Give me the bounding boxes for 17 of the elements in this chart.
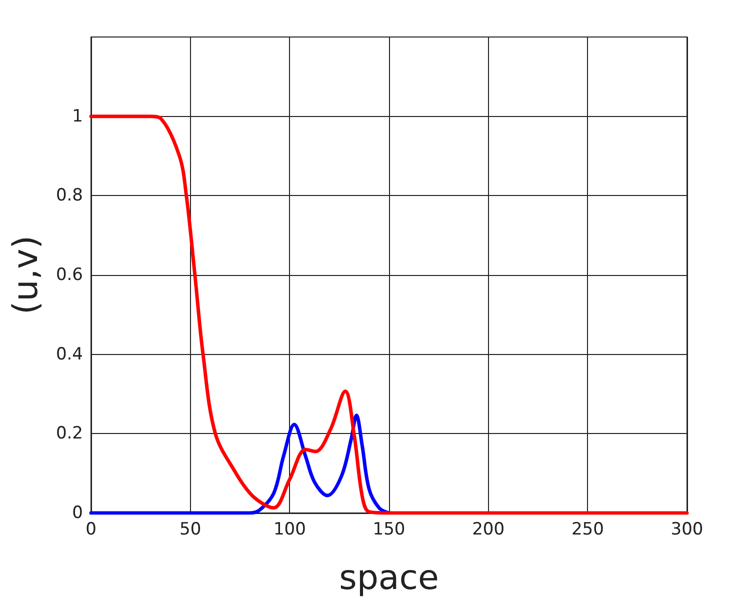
x-tick-label: 250 bbox=[571, 520, 604, 540]
x-tick-label: 300 bbox=[670, 520, 704, 540]
y-tick-label: 0 bbox=[72, 503, 83, 523]
x-tick-label: 200 bbox=[472, 520, 505, 540]
y-tick-label: 0.4 bbox=[56, 344, 83, 364]
y-tick-label: 0.8 bbox=[56, 186, 83, 206]
x-tick-label: 100 bbox=[273, 520, 306, 540]
y-axis-title: (u,v) bbox=[6, 235, 46, 315]
x-axis-title: space bbox=[339, 558, 439, 598]
line-series bbox=[89, 114, 689, 515]
y-tick-label: 0.2 bbox=[56, 424, 83, 444]
y-tick-label: 0.6 bbox=[56, 265, 83, 285]
y-tick-label: 1 bbox=[72, 106, 83, 126]
x-tick-label: 150 bbox=[372, 520, 406, 540]
line-series bbox=[89, 414, 391, 515]
x-tick-label: 0 bbox=[86, 520, 96, 540]
x-tick-label: 50 bbox=[180, 520, 202, 540]
